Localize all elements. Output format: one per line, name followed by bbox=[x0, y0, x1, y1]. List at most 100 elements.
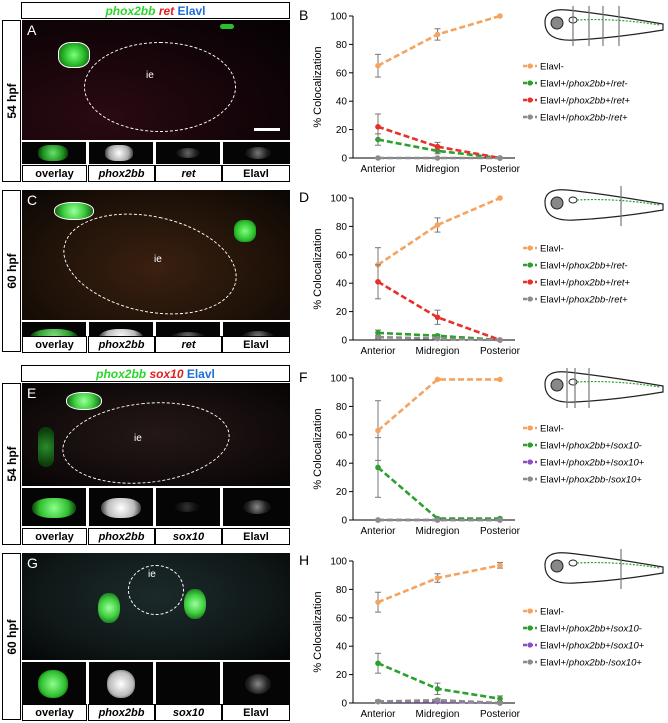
series-line bbox=[377, 196, 501, 266]
legend-label: Elavl+/phox2bb+/ret- bbox=[540, 261, 628, 272]
legend-label: Elavl+/phox2bb+/ret+ bbox=[540, 96, 631, 107]
inner-ear-label: ie bbox=[148, 569, 156, 580]
panel-letter-a: A bbox=[27, 22, 37, 38]
x-tick-label: Posterior bbox=[480, 164, 521, 175]
x-tick-label: Posterior bbox=[480, 526, 521, 537]
embryo-eye bbox=[550, 16, 564, 30]
hpf-label-e: 54 hpf bbox=[2, 383, 21, 545]
legend-marker bbox=[527, 659, 533, 665]
x-tick-label: Midregion bbox=[416, 346, 460, 357]
series-line bbox=[377, 563, 501, 604]
legend-marker bbox=[527, 476, 533, 482]
thumb-a-elavl bbox=[223, 142, 290, 164]
x-tick-label: Anterior bbox=[360, 164, 396, 175]
embryo-otic bbox=[568, 559, 578, 567]
y-tick-label: 20 bbox=[336, 307, 348, 318]
x-tick-label: Midregion bbox=[416, 709, 460, 720]
thumb-g-sox10 bbox=[156, 662, 220, 704]
y-tick-label: 0 bbox=[341, 336, 347, 347]
x-tick-label: Anterior bbox=[360, 526, 396, 537]
thumb-a-ret bbox=[156, 142, 220, 164]
data-point bbox=[375, 278, 381, 285]
series-line bbox=[377, 14, 501, 67]
green-speck bbox=[220, 24, 234, 29]
channel-label-g-phox2bb: phox2bb bbox=[88, 704, 155, 721]
data-point bbox=[375, 464, 381, 471]
channel-label: Elavl bbox=[222, 165, 290, 182]
title-gene-1: phox2bb bbox=[96, 366, 147, 381]
y-tick-label: 0 bbox=[341, 699, 347, 710]
legend-marker bbox=[527, 245, 533, 251]
x-tick-label: Midregion bbox=[416, 164, 460, 175]
title-gene-2: ret bbox=[158, 3, 175, 18]
y-tick-label: 20 bbox=[336, 125, 348, 136]
legend-marker bbox=[527, 625, 533, 631]
embryo-green-track bbox=[576, 380, 661, 388]
embryo-schematic bbox=[544, 368, 664, 408]
x-tick-label: Midregion bbox=[416, 526, 460, 537]
panel-letter-g: G bbox=[27, 555, 38, 571]
data-point bbox=[434, 697, 441, 703]
panel-letter-c: C bbox=[27, 192, 38, 208]
y-tick-label: 80 bbox=[336, 40, 348, 51]
data-point bbox=[497, 700, 503, 706]
legend-label: Elavl+/phox2bb+/sox10+ bbox=[540, 458, 645, 469]
data-point bbox=[497, 195, 503, 201]
data-point bbox=[434, 686, 441, 692]
micrograph-c: C ie bbox=[22, 190, 290, 320]
embryo-eye bbox=[550, 378, 564, 392]
panel-letter: H bbox=[299, 552, 309, 568]
micrograph-g: G ie bbox=[22, 553, 290, 660]
channel-label: phox2bb bbox=[88, 165, 155, 182]
embryo-schematic bbox=[544, 549, 664, 589]
y-axis-label: % Colocalization bbox=[312, 408, 324, 489]
data-point bbox=[434, 143, 441, 150]
legend-label: Elavl- bbox=[540, 424, 564, 435]
section2-title: phox2bb sox10 Elavl bbox=[21, 365, 290, 382]
embryo-eye bbox=[550, 559, 564, 573]
legend-label: Elavl+/phox2bb-/ret+ bbox=[540, 295, 628, 306]
panel-letter: B bbox=[299, 7, 308, 23]
micrograph-e: E ie bbox=[22, 383, 290, 486]
embryo-green-track bbox=[576, 198, 661, 206]
data-point bbox=[497, 517, 503, 523]
series-line bbox=[377, 466, 500, 520]
series-line bbox=[377, 280, 501, 342]
data-point bbox=[497, 562, 503, 569]
y-tick-label: 60 bbox=[336, 613, 348, 624]
thumb-e-elavl bbox=[223, 488, 290, 526]
y-tick-label: 100 bbox=[330, 557, 347, 568]
inner-ear-label: ie bbox=[134, 433, 142, 444]
channel-label-g-elavl: Elavl bbox=[222, 704, 290, 721]
legend-label: Elavl- bbox=[540, 62, 564, 73]
scale-bar bbox=[254, 128, 280, 131]
data-point bbox=[375, 334, 381, 340]
panel-letter: D bbox=[299, 189, 309, 205]
data-point bbox=[434, 335, 441, 342]
neuron-cell bbox=[98, 593, 120, 623]
data-point bbox=[375, 517, 381, 523]
x-tick-label: Anterior bbox=[360, 346, 396, 357]
legend-label: Elavl- bbox=[540, 607, 564, 618]
data-point bbox=[497, 376, 503, 383]
channel-label: overlay bbox=[22, 165, 87, 182]
data-point bbox=[434, 155, 441, 161]
chart-panel-d: D 0 20 40 60 80 100 Anterior Midregion Posterior%… bbox=[299, 186, 664, 357]
series-line bbox=[377, 378, 500, 432]
inner-ear-outline bbox=[128, 565, 184, 615]
embryo-eye bbox=[550, 196, 564, 210]
y-tick-label: 100 bbox=[330, 12, 347, 23]
legend-label: Elavl+/phox2bb+/ret+ bbox=[540, 278, 631, 289]
hpf-label-c: 60 hpf bbox=[2, 190, 21, 352]
channel-label-e-phox2bb: phox2bb bbox=[88, 528, 155, 545]
y-tick-label: 100 bbox=[330, 194, 347, 205]
inner-ear-label: ie bbox=[146, 70, 154, 81]
y-tick-label: 60 bbox=[336, 68, 348, 79]
hpf-label-a: 54 hpf bbox=[2, 20, 21, 182]
legend-marker bbox=[527, 63, 533, 69]
chart-panel-b: B 0 20 40 60 80 100 Anterior Midregion Posterior%… bbox=[299, 6, 664, 175]
embryo-green-track bbox=[576, 561, 661, 569]
inner-ear-label: ie bbox=[154, 254, 162, 265]
y-tick-label: 20 bbox=[336, 487, 348, 498]
panel-letter-e: E bbox=[27, 385, 37, 401]
